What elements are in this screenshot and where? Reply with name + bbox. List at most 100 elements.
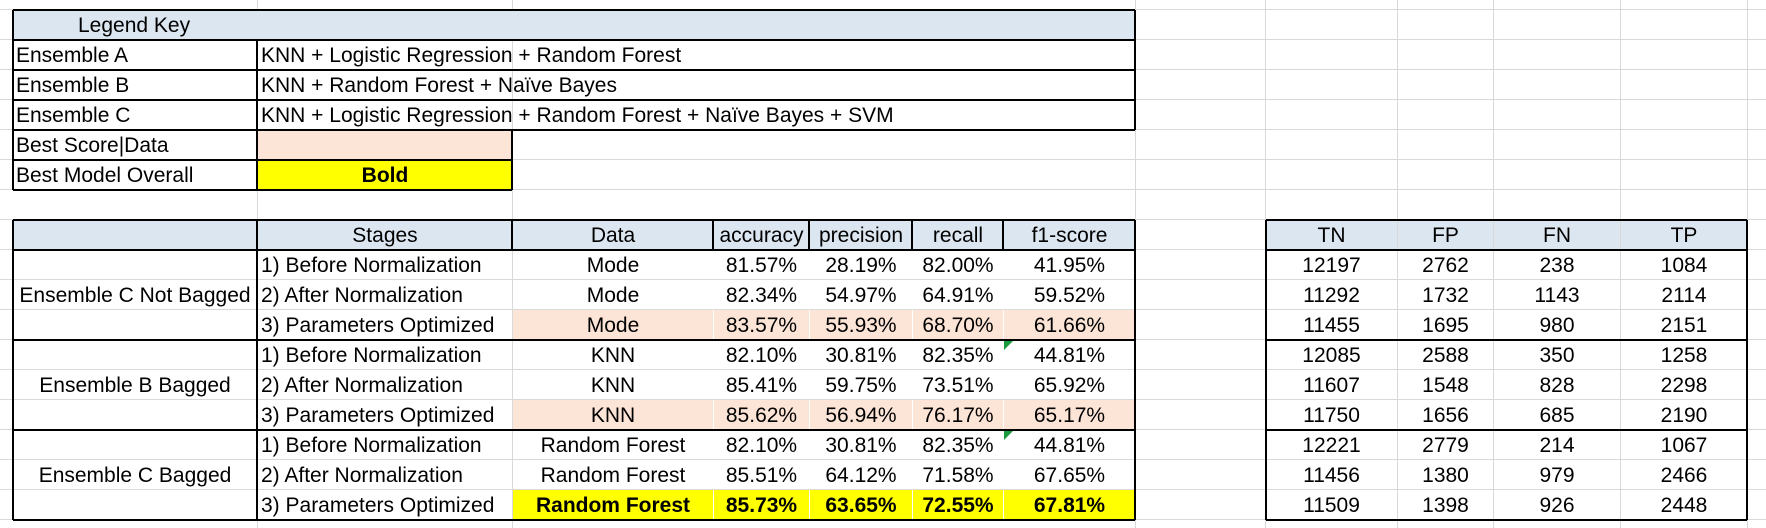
fn-cell[interactable]: 350 — [1539, 343, 1575, 367]
accuracy-cell[interactable]: 81.57% — [725, 253, 798, 277]
fp-cell[interactable]: 2588 — [1422, 343, 1469, 367]
recall-cell[interactable]: 82.35% — [922, 433, 994, 457]
legend-value-ensemble-a[interactable]: KNN + Logistic Regression + Random Fores… — [261, 43, 682, 67]
fp-cell[interactable]: 1695 — [1422, 313, 1469, 337]
tn-cell[interactable]: 12085 — [1302, 343, 1361, 367]
recall-cell-best[interactable]: 76.17% — [913, 400, 1003, 430]
fn-cell[interactable]: 926 — [1539, 493, 1575, 517]
tp-cell[interactable]: 1067 — [1660, 433, 1708, 457]
fp-cell[interactable]: 2779 — [1422, 433, 1469, 457]
header-f1[interactable]: f1-score — [1004, 220, 1135, 250]
stage-cell[interactable]: 2) After Normalization — [261, 283, 463, 307]
stage-cell[interactable]: 2) After Normalization — [261, 463, 463, 487]
stage-cell[interactable]: 3) Parameters Optimized — [261, 403, 495, 427]
comment-indicator[interactable] — [1004, 341, 1013, 350]
group-label-ensemble-c-not-bagged[interactable]: Ensemble C Not Bagged — [19, 283, 251, 307]
legend-key-best-model[interactable]: Best Model Overall — [16, 163, 194, 187]
fp-cell[interactable]: 1398 — [1422, 493, 1469, 517]
legend-swatch-best-score[interactable] — [258, 130, 512, 160]
header-fn[interactable]: FN — [1494, 220, 1620, 250]
legend-key-ensemble-a[interactable]: Ensemble A — [16, 43, 129, 67]
group-label-ensemble-c-bagged[interactable]: Ensemble C Bagged — [38, 463, 232, 487]
tp-cell[interactable]: 1084 — [1660, 253, 1708, 277]
data-cell[interactable]: Random Forest — [540, 463, 686, 487]
recall-cell[interactable]: 73.51% — [922, 373, 994, 397]
fp-cell[interactable]: 1548 — [1422, 373, 1469, 397]
precision-cell[interactable]: 28.19% — [825, 253, 897, 277]
stage-cell[interactable]: 3) Parameters Optimized — [261, 313, 495, 337]
legend-title-cell[interactable]: Legend Key — [13, 10, 1135, 40]
fp-cell[interactable]: 1656 — [1422, 403, 1469, 427]
data-cell-best-overall[interactable]: Random Forest — [513, 490, 713, 520]
accuracy-cell[interactable]: 82.10% — [725, 343, 798, 367]
recall-cell[interactable]: 71.58% — [922, 463, 994, 487]
fn-cell[interactable]: 980 — [1539, 313, 1575, 337]
precision-cell-best[interactable]: 55.93% — [810, 310, 912, 340]
legend-key-ensemble-b[interactable]: Ensemble B — [16, 73, 130, 97]
precision-cell[interactable]: 59.75% — [825, 373, 897, 397]
precision-cell[interactable]: 64.12% — [825, 463, 897, 487]
f1-cell[interactable]: 44.81% — [1033, 433, 1106, 457]
legend-swatch-best-model[interactable]: Bold — [258, 160, 512, 190]
header-tp[interactable]: TP — [1621, 220, 1747, 250]
accuracy-cell[interactable]: 85.51% — [725, 463, 798, 487]
fn-cell[interactable]: 238 — [1539, 253, 1575, 277]
f1-cell-best[interactable]: 65.17% — [1004, 400, 1135, 430]
data-cell-best[interactable]: KNN — [513, 400, 713, 430]
f1-cell[interactable]: 59.52% — [1033, 283, 1106, 307]
tn-cell[interactable]: 11455 — [1303, 313, 1360, 337]
legend-key-best-score[interactable]: Best Score|Data — [16, 133, 169, 157]
fn-cell[interactable]: 214 — [1539, 433, 1575, 457]
f1-cell[interactable]: 65.92% — [1033, 373, 1106, 397]
tn-cell[interactable]: 11292 — [1303, 283, 1360, 307]
precision-cell[interactable]: 30.81% — [825, 433, 897, 457]
comment-indicator[interactable] — [1004, 431, 1013, 440]
header-fp[interactable]: FP — [1398, 220, 1493, 250]
tp-cell[interactable]: 1258 — [1660, 343, 1708, 367]
tn-cell[interactable]: 11607 — [1303, 373, 1360, 397]
recall-cell[interactable]: 82.00% — [922, 253, 994, 277]
accuracy-cell[interactable]: 85.41% — [725, 373, 798, 397]
accuracy-cell-best[interactable]: 83.57% — [714, 310, 809, 340]
accuracy-cell-best-overall[interactable]: 85.73% — [714, 490, 809, 520]
precision-cell-best[interactable]: 56.94% — [810, 400, 912, 430]
data-cell-best[interactable]: Mode — [513, 310, 713, 340]
tn-cell[interactable]: 11456 — [1303, 463, 1360, 487]
data-cell[interactable]: KNN — [590, 373, 636, 397]
group-label-ensemble-b-bagged[interactable]: Ensemble B Bagged — [39, 373, 231, 397]
f1-cell-best[interactable]: 61.66% — [1004, 310, 1135, 340]
tp-cell[interactable]: 2466 — [1660, 463, 1708, 487]
tn-cell[interactable]: 12221 — [1302, 433, 1361, 457]
accuracy-cell-best[interactable]: 85.62% — [714, 400, 809, 430]
fn-cell[interactable]: 1143 — [1534, 283, 1580, 307]
recall-cell[interactable]: 82.35% — [922, 343, 994, 367]
precision-cell[interactable]: 30.81% — [825, 343, 897, 367]
tp-cell[interactable]: 2114 — [1661, 283, 1707, 307]
stage-cell[interactable]: 3) Parameters Optimized — [261, 493, 495, 517]
fp-cell[interactable]: 1732 — [1422, 283, 1469, 307]
accuracy-cell[interactable]: 82.34% — [725, 283, 798, 307]
f1-cell[interactable]: 41.95% — [1033, 253, 1106, 277]
header-stages[interactable]: Stages — [258, 220, 512, 250]
tp-cell[interactable]: 2298 — [1660, 373, 1708, 397]
header-tn[interactable]: TN — [1266, 220, 1397, 250]
recall-cell-best-overall[interactable]: 72.55% — [913, 490, 1003, 520]
header-recall[interactable]: recall — [913, 220, 1003, 250]
tn-cell[interactable]: 12197 — [1302, 253, 1361, 277]
header-empty[interactable] — [13, 220, 257, 250]
header-accuracy[interactable]: accuracy — [714, 220, 809, 250]
fp-cell[interactable]: 2762 — [1422, 253, 1469, 277]
data-cell[interactable]: Mode — [586, 253, 640, 277]
fn-cell[interactable]: 979 — [1539, 463, 1575, 487]
legend-value-ensemble-b[interactable]: KNN + Random Forest + Naïve Bayes — [261, 73, 617, 97]
legend-value-ensemble-c[interactable]: KNN + Logistic Regression + Random Fores… — [261, 103, 894, 127]
tp-cell[interactable]: 2190 — [1660, 403, 1708, 427]
header-data[interactable]: Data — [513, 220, 713, 250]
legend-key-ensemble-c[interactable]: Ensemble C — [16, 103, 131, 127]
f1-cell[interactable]: 44.81% — [1033, 343, 1106, 367]
stage-cell[interactable]: 2) After Normalization — [261, 373, 463, 397]
recall-cell[interactable]: 64.91% — [922, 283, 994, 307]
tp-cell[interactable]: 2151 — [1660, 313, 1708, 337]
stage-cell[interactable]: 1) Before Normalization — [261, 343, 482, 367]
tn-cell[interactable]: 11509 — [1303, 493, 1360, 517]
